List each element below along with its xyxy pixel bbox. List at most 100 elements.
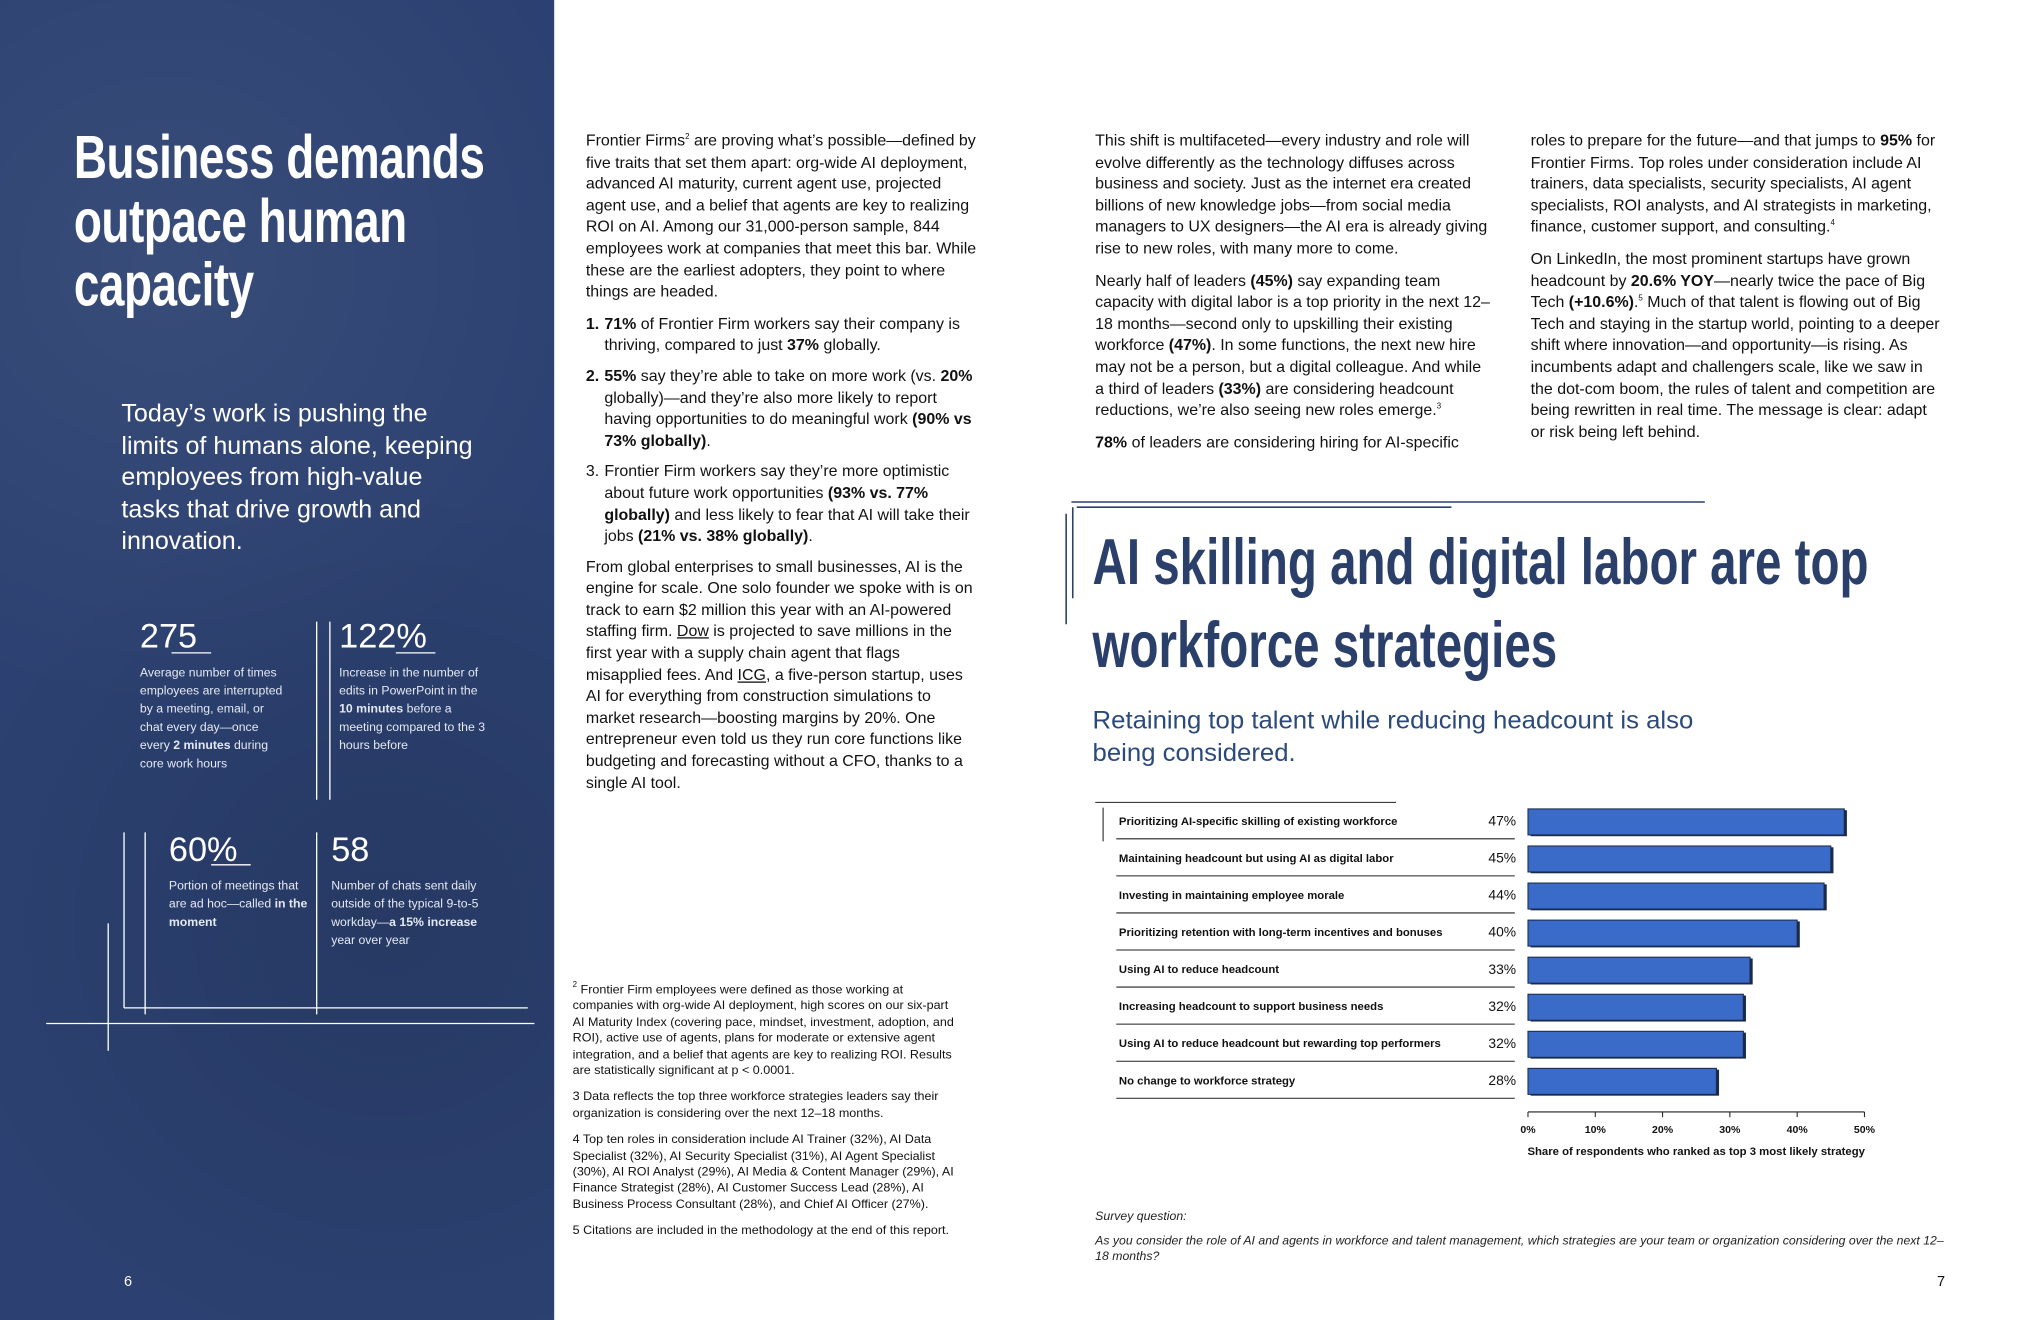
bar [1527, 993, 1744, 1021]
list-text: 71% of Frontier Firm workers say their c… [604, 314, 960, 354]
text-run: 4 Top ten roles in consideration include… [572, 1133, 954, 1212]
text-run: Nearly half of leaders [1095, 271, 1251, 290]
section-subheading: Retaining top talent while reducing head… [1092, 706, 1694, 768]
list-text: Frontier Firm workers say they’re more o… [604, 462, 969, 545]
x-tick-label: 30% [1719, 1125, 1741, 1136]
right-column-1: This shift is multifaceted—every industr… [1095, 130, 1491, 463]
list-item: 2. 55% say they’re able to take on more w… [586, 365, 977, 451]
list-marker: 2. [586, 365, 599, 387]
left-title: Business demands outpace human capacity [73, 122, 485, 319]
bold-run: (47%) [1168, 335, 1212, 355]
text-run: are proving what’s possible—defined by f… [585, 131, 977, 301]
bold-run: 78% [1095, 432, 1128, 451]
list-marker: 3. [586, 461, 599, 483]
footnote: 5 Citations are included in the methodol… [573, 1224, 958, 1240]
text-run: Frontier Firms [585, 131, 686, 150]
footnote: 4 Top ten roles in consideration include… [573, 1133, 958, 1214]
stat: 122% Increase in the number of edits in P… [339, 616, 487, 754]
paragraph: Frontier Firms2 are proving what’s possi… [586, 130, 977, 303]
bar [1527, 845, 1832, 873]
stat-desc: Portion of meetings that are ad hoc—call… [169, 877, 308, 932]
text-run: for Frontier Firms. Top roles under cons… [1530, 131, 1936, 236]
stat: 58 Number of chats sent daily outside of … [331, 830, 496, 950]
text-run: roles to prepare for the future—and that… [1530, 131, 1881, 150]
bold-run: (45%) [1250, 271, 1293, 290]
stat: 60% Portion of meetings that are ad hoc—c… [169, 830, 308, 931]
bar [1527, 882, 1825, 910]
text-run: Frontier Firm workers say they’re more o… [604, 462, 950, 502]
x-tick-label: 0% [1520, 1125, 1536, 1136]
category-label: Using AI to reduce headcount [1119, 964, 1279, 976]
superscript: 2 [685, 133, 690, 142]
page-number: 7 [1937, 1274, 1946, 1291]
text-run: From global enterprises to small busines… [585, 557, 973, 641]
left-panel [0, 0, 555, 1320]
text-run: globally)—and they’re also more likely t… [604, 388, 937, 429]
superscript: 5 [1638, 295, 1643, 304]
text-run: This shift is multifaceted—every industr… [1095, 131, 1488, 258]
category-label: No change to workforce strategy [1119, 1075, 1296, 1087]
text-run: Number of chats sent daily outside of th… [331, 879, 479, 929]
text-run: , a five-person startup, uses AI for eve… [585, 665, 963, 792]
bar [1527, 919, 1798, 947]
bar [1527, 1067, 1717, 1095]
x-tick-label: 50% [1854, 1125, 1876, 1136]
text-run: during core work hours [139, 738, 269, 770]
value-label: 40% [1488, 925, 1516, 940]
bold-run: 71% [604, 314, 637, 333]
text-run: say expanding team capacity with digital… [1095, 271, 1490, 355]
value-label: 45% [1488, 851, 1516, 866]
x-tick-label: 10% [1585, 1125, 1607, 1136]
text-run: of leaders are considering hiring for AI… [1127, 432, 1459, 451]
bar [1527, 1030, 1744, 1058]
left-subtitle: Today’s work is pushing the limits of hu… [121, 400, 473, 556]
survey-text: As you consider the role of AI and agent… [1095, 1233, 1944, 1264]
footnote: 2 Frontier Firm employees were defined a… [572, 981, 958, 1080]
category-label: Prioritizing retention with long-term in… [1119, 927, 1443, 939]
text-run: Increase in the number of edits in Power… [339, 665, 479, 698]
text-run: —nearly twice the pace of Big Tech [1530, 271, 1926, 312]
x-tick-label: 20% [1652, 1125, 1674, 1136]
value-label: 33% [1488, 962, 1516, 977]
bar [1527, 956, 1751, 984]
text-run: Portion of meetings that are ad hoc—call… [168, 879, 299, 911]
bold-run: (90% vs 73% globally) [604, 409, 972, 450]
text-run: . [808, 526, 813, 546]
page-number: 6 [124, 1274, 133, 1291]
text-run: 3 Data reflects the top three workforce … [572, 1090, 939, 1121]
bold-run: 1. [585, 314, 600, 333]
bar [1527, 808, 1845, 836]
bold-run: (21% vs. 38% globally) [638, 526, 809, 546]
text-run: and less likely to fear that AI will tak… [604, 505, 970, 546]
bold-run: 95% [1880, 131, 1913, 150]
text-run: is projected to save millions in the fir… [585, 622, 952, 684]
survey-label: Survey question: [1095, 1209, 1187, 1223]
text-run: before a meeting compared to the 3 hours… [339, 702, 486, 752]
superscript: 2 [572, 981, 578, 990]
survey-note: Survey question: As you consider the role… [1095, 1208, 1953, 1265]
stat-value: 60% [168, 829, 238, 869]
text-run: . [706, 431, 711, 450]
list-text: 55% say they’re able to take on more wor… [604, 367, 972, 450]
superscript: 4 [1830, 220, 1835, 229]
text-run: year over year [331, 933, 410, 947]
bold-run: (93% vs. 77% globally) [604, 483, 929, 524]
bold-run: 2. [585, 366, 600, 385]
bold-run: 37% [787, 335, 820, 355]
paragraph: On LinkedIn, the most prominent startups… [1531, 248, 1943, 442]
text-run: Average number of times employees are in… [139, 665, 283, 752]
x-tick-label: 40% [1787, 1125, 1809, 1136]
bold-run: 10 minutes [339, 702, 404, 716]
category-label: Investing in maintaining employee morale [1119, 890, 1344, 902]
paragraph: 78% of leaders are considering hiring fo… [1095, 431, 1491, 453]
value-label: 47% [1488, 814, 1516, 829]
bold-run: 20.6% YOY [1630, 271, 1714, 290]
text-run: . [1633, 292, 1639, 312]
stat-desc: Increase in the number of edits in Power… [339, 663, 487, 754]
stat-value: 122% [339, 616, 427, 656]
list-marker: 1. [586, 313, 599, 335]
value-label: 44% [1488, 888, 1516, 903]
bold-run: 55% [604, 366, 637, 385]
